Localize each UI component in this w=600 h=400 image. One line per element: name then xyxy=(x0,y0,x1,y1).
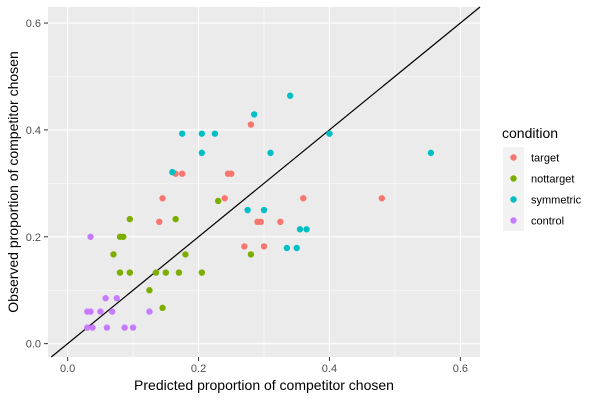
point-nottarget xyxy=(214,197,222,205)
point-control xyxy=(121,324,128,331)
legend-label-target: target xyxy=(531,153,559,165)
y-tick-label: 0.2 xyxy=(26,232,41,244)
point-nottarget xyxy=(110,251,117,258)
x-axis-title: Predicted proportion of competitor chose… xyxy=(134,377,394,393)
point-target xyxy=(159,195,166,202)
point-nottarget xyxy=(146,287,153,294)
y-tick-label: 0.6 xyxy=(26,18,41,30)
point-target xyxy=(260,243,268,250)
major-gridlines xyxy=(48,7,480,357)
point-symmetric xyxy=(267,149,274,157)
point-target xyxy=(178,170,186,177)
legend-swatch-nottarget xyxy=(510,175,517,182)
identity-line xyxy=(50,6,481,358)
point-control xyxy=(108,308,116,315)
point-symmetric xyxy=(198,149,206,157)
point-symmetric xyxy=(293,244,300,252)
legend-swatch-target xyxy=(510,154,517,161)
point-nottarget xyxy=(126,269,134,276)
point-control xyxy=(89,324,96,331)
point-nottarget xyxy=(175,269,183,276)
reference-line-group xyxy=(50,6,481,358)
point-symmetric xyxy=(260,206,268,214)
point-symmetric xyxy=(283,244,291,252)
y-tick-label: 0.4 xyxy=(26,125,41,137)
x-tick-label: 0.4 xyxy=(322,363,337,375)
point-nottarget xyxy=(159,304,166,312)
point-control xyxy=(97,308,104,315)
point-symmetric xyxy=(427,149,435,157)
point-control xyxy=(87,233,94,240)
point-symmetric xyxy=(326,130,333,137)
point-control xyxy=(84,308,91,315)
point-control xyxy=(102,295,109,302)
point-nottarget xyxy=(247,251,255,258)
x-tick-label: 0.0 xyxy=(60,363,75,375)
data-points xyxy=(84,92,435,331)
legend-swatch-symmetric xyxy=(510,196,517,203)
point-nottarget xyxy=(182,251,189,258)
point-target xyxy=(247,121,255,128)
point-target xyxy=(300,195,307,202)
point-nottarget xyxy=(126,215,134,223)
legend-label-symmetric: symmetric xyxy=(531,195,582,207)
point-target xyxy=(378,195,386,202)
point-symmetric xyxy=(178,130,186,137)
minor-gridlines xyxy=(48,7,480,357)
point-control xyxy=(103,324,111,331)
point-nottarget xyxy=(116,269,124,276)
point-target xyxy=(221,195,228,202)
point-symmetric xyxy=(198,130,206,137)
legend-title: condition xyxy=(502,125,558,141)
point-nottarget xyxy=(198,269,206,276)
point-target xyxy=(277,218,284,226)
point-control xyxy=(129,324,137,331)
legend-label-control: control xyxy=(531,216,564,228)
point-control xyxy=(113,295,120,302)
point-symmetric xyxy=(286,92,294,99)
point-control xyxy=(146,308,153,315)
y-axis-title: Observed proportion of competitor chosen xyxy=(5,51,21,312)
point-target xyxy=(228,170,235,177)
legend-swatch-control xyxy=(510,217,517,224)
point-nottarget xyxy=(172,215,179,223)
point-nottarget xyxy=(162,269,170,276)
legend: condition target nottarget symmetric contro… xyxy=(502,125,582,231)
point-symmetric xyxy=(211,130,219,137)
point-nottarget xyxy=(120,233,127,240)
legend-label-nottarget: nottarget xyxy=(531,174,574,186)
point-target xyxy=(156,218,163,226)
point-symmetric xyxy=(303,226,310,233)
point-symmetric xyxy=(296,226,304,233)
x-tick-label: 0.2 xyxy=(191,363,206,375)
point-symmetric xyxy=(250,111,258,118)
axis-ticks: 0.0 0.2 0.4 0.6 0.0 0.2 0.4 0.6 xyxy=(26,18,468,375)
point-target xyxy=(241,243,248,250)
x-tick-label: 0.6 xyxy=(453,363,468,375)
point-nottarget xyxy=(152,269,160,276)
point-symmetric xyxy=(169,168,176,176)
point-symmetric xyxy=(244,206,251,214)
y-tick-label: 0.0 xyxy=(26,339,41,351)
point-target xyxy=(257,218,264,226)
point-control xyxy=(84,324,91,331)
